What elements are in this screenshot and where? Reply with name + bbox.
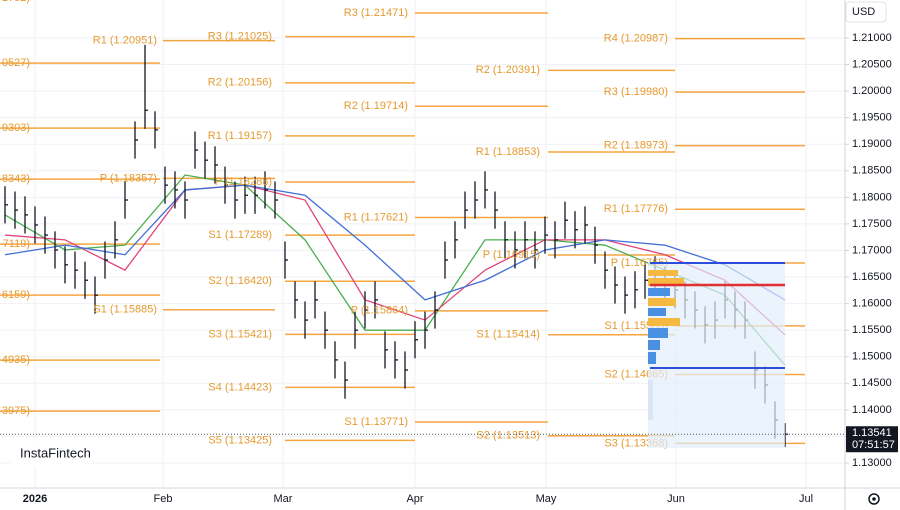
pivot-label: R1 (1.19157) [208,130,272,142]
countdown: 07:51:57 [852,439,895,451]
pivot-label: S1 (1.17289) [208,229,272,241]
pivot-label: R1 (1.17776) [604,203,668,215]
profile-area [648,262,785,448]
pivot-label: 6159) [2,289,30,301]
current-price-label: 1.13541 [852,427,892,439]
pivot-label: R3 (1.21025) [208,31,272,43]
pivot-label: R2 (1.20391) [476,64,540,76]
profile-bar [648,270,678,276]
pivot-label: 1752) [2,0,30,4]
pivot-label: P (1.15864) [351,305,408,317]
moving-average [4,184,786,336]
pivot-labels: 1752) 0527) 9303) 8343) 7119) 6159) 4935) 3975)… [2,0,668,449]
x-tick-label: Mar [274,493,293,505]
y-tick-label: 1.18500 [852,165,892,177]
pivot-label: P (1.18357) [100,172,157,184]
pivot-label: 3975) [2,405,30,417]
y-tick-label: 1.20000 [852,85,892,97]
watermark: InstaFintech [20,445,91,460]
pivot-label: S2 (1.16420) [208,275,272,287]
pivot-label: R1 (1.17621) [344,211,408,223]
volume-profile [648,270,684,420]
pivot-label: R1 (1.18853) [476,146,540,158]
pivot-label: R4 (1.20987) [604,33,668,45]
pivot-label: 9303) [2,122,30,134]
y-tick-label: 1.20500 [852,58,892,70]
pivot-label: S1 (1.15414) [476,329,540,341]
y-tick-label: 1.15500 [852,324,892,336]
pivot-label: P (1.16915) [483,249,540,261]
y-tick-label: 1.21000 [852,32,892,44]
pivot-label: R2 (1.18973) [604,140,668,152]
y-tick-label: 1.16000 [852,298,892,310]
y-tick-label: 1.14000 [852,404,892,416]
pivot-label: 8343) [2,173,30,185]
y-tick-label: 1.17500 [852,218,892,230]
y-tick-label: 1.16500 [852,271,892,283]
y-tick-label: 1.14500 [852,377,892,389]
currency: USD [852,6,875,18]
x-tick-label: Jun [667,493,685,505]
profile-bar [648,288,670,296]
pivot-label: P (1.18288) [215,176,272,188]
pivot-label: R3 (1.21471) [344,7,408,19]
pivot-label: 4935) [2,354,30,366]
y-tick-label: 1.15000 [852,351,892,363]
profile-bar [648,340,660,350]
pivot-label: 7119) [3,238,30,250]
grid [0,0,845,488]
current-price-box [846,426,898,453]
y-tick-label: 1.19500 [852,112,892,124]
pivot-label: S1 (1.13771) [344,416,408,428]
profile-bar [648,308,666,316]
profile-bar [648,380,653,420]
currency-button[interactable] [845,1,887,23]
settings-icon[interactable] [868,493,880,505]
y-tick-label: 1.13000 [852,457,892,469]
profile-bar [648,278,684,286]
x-tick-label: Apr [406,493,423,505]
profile-bar [648,352,656,364]
pivot-label: S5 (1.13425) [208,434,272,446]
y-tick-label: 1.19000 [852,138,892,150]
watermark-box [10,441,92,467]
x-tick-label: Feb [154,493,173,505]
settings-gear[interactable] [868,493,880,505]
x-tick-label: 2026 [23,493,47,505]
pivot-label: S1 (1.15885) [93,304,157,316]
moving-average [4,184,786,301]
pivot-label: S4 (1.14423) [208,381,272,393]
pivot-label: R2 (1.20156) [208,77,272,89]
x-tick-label: Jul [799,493,813,505]
pivot-label: R1 (1.20951) [93,34,157,46]
pivot-label: 0527) [2,57,30,69]
pivot-label: S2 (1.13513) [476,430,540,442]
y-tick-label: 1.17000 [852,244,892,256]
pivot-label: S3 (1.15421) [208,328,272,340]
pivot-label: R2 (1.19714) [344,100,408,112]
y-tick-label: 1.18000 [852,191,892,203]
settings-gear-center[interactable] [872,497,876,501]
profile-bar [648,318,680,326]
x-tick-label: May [536,493,557,505]
profile-bar [648,328,668,338]
pivot-label: R3 (1.19980) [604,86,668,98]
profile-bar [648,298,676,306]
